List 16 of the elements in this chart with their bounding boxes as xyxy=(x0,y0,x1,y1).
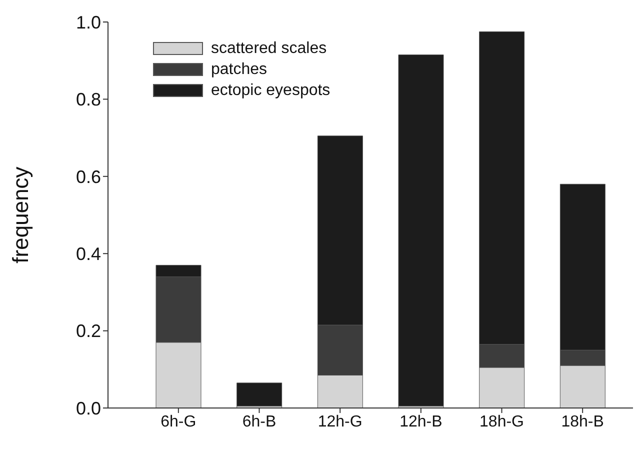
y-tick-label: 0.4 xyxy=(76,244,101,264)
y-axis-title: frequency xyxy=(8,166,33,264)
legend-label: ectopic eyespots xyxy=(211,81,330,101)
x-tick-label: 12h-B xyxy=(400,413,442,430)
x-tick-label: 6h-B xyxy=(242,413,276,430)
y-tick-label: 0.6 xyxy=(76,166,101,187)
y-tick-label: 1.0 xyxy=(76,12,101,32)
y-tick-label: 0.0 xyxy=(76,398,101,418)
x-tick-label: 6h-G xyxy=(160,413,196,430)
y-tick-label: 0.2 xyxy=(76,321,101,342)
x-tick-label: 12h-G xyxy=(318,413,362,430)
y-tick-label: 0.8 xyxy=(76,90,101,110)
legend-label: scattered scales xyxy=(211,39,327,59)
x-tick-label: 18h-B xyxy=(561,413,604,430)
x-tick-label: 18h-G xyxy=(480,413,524,430)
legend-label: patches xyxy=(211,60,268,80)
